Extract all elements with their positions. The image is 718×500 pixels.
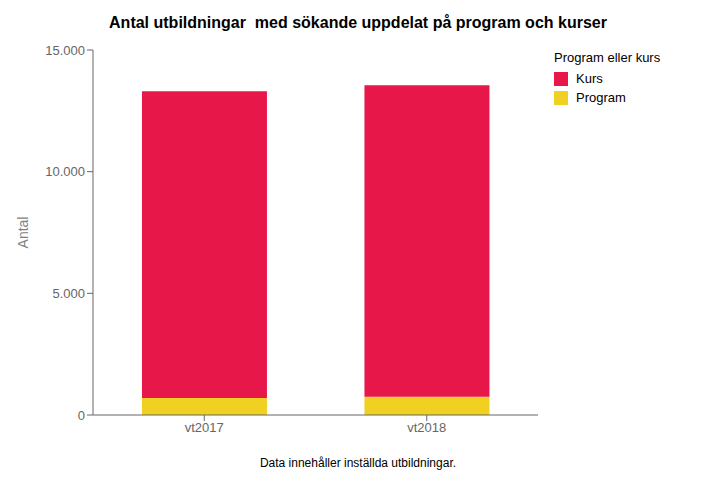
svg-text:0: 0 xyxy=(78,408,85,423)
html-text:Kurs: Kurs xyxy=(576,71,603,86)
svg-text:5.000: 5.000 xyxy=(52,286,85,301)
svg-text:10.000: 10.000 xyxy=(45,164,85,179)
svg-text:vt2017: vt2017 xyxy=(185,420,224,435)
html-text:Program eller kurs: Program eller kurs xyxy=(554,50,661,65)
svg-text:vt2018: vt2018 xyxy=(407,420,446,435)
html-text:Data innehåller inställda utbi: Data innehåller inställda utbildningar. xyxy=(259,456,457,470)
html-text:Program: Program xyxy=(576,90,626,105)
html-text:Antal utbildningar med sökande: Antal utbildningar med sökande uppdelat … xyxy=(109,14,607,31)
svg-text:Antal: Antal xyxy=(15,217,31,249)
svg-text:15.000: 15.000 xyxy=(45,43,85,58)
